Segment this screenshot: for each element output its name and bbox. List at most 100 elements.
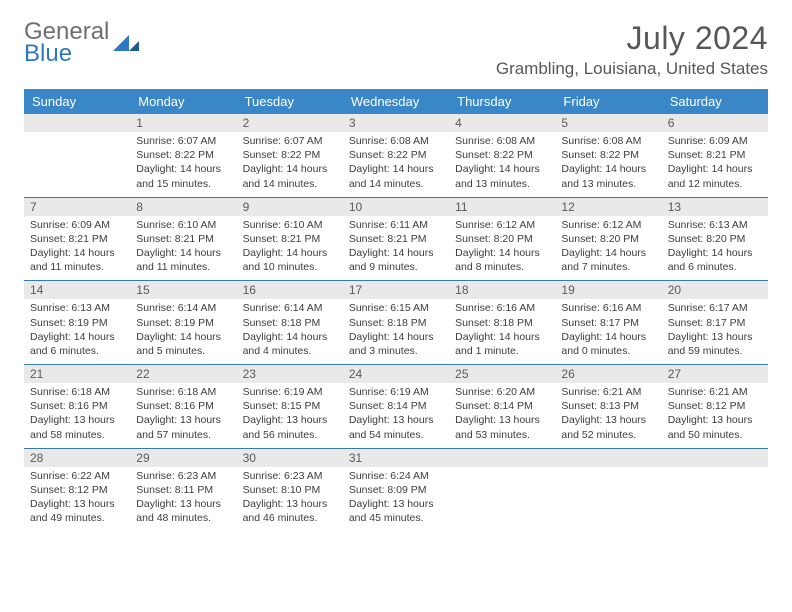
content-row: Sunrise: 6:07 AMSunset: 8:22 PMDaylight:… [24,132,768,197]
content-row: Sunrise: 6:13 AMSunset: 8:19 PM Daylight:… [24,299,768,364]
day-info-line: and 15 minutes. [136,177,230,191]
content-row: Sunrise: 6:22 AMSunset: 8:12 PMDaylight:… [24,467,768,532]
day-info-line: Sunrise: 6:23 AM [136,469,230,483]
day-info-line: and 12 minutes. [668,177,762,191]
day-cell [449,467,555,532]
location: Grambling, Louisiana, United States [496,59,768,79]
day-info-line: Daylight: 14 hours [349,330,443,344]
day-info-line: and 45 minutes. [349,511,443,525]
day-number: 9 [237,198,343,216]
day-number: 23 [237,365,343,383]
day-info-line: and 6 minutes. [30,344,124,358]
day-info-line: and 52 minutes. [561,428,655,442]
day-number: 6 [662,114,768,132]
day-info-line: Sunrise: 6:18 AM [136,385,230,399]
day-info-line: Sunset: 8:13 PM [561,399,655,413]
day-info-line: and 13 minutes. [561,177,655,191]
day-info-line: Daylight: 13 hours [668,330,762,344]
day-cell: Sunrise: 6:21 AMSunset: 8:12 PMDaylight:… [662,383,768,448]
day-info-line: Sunrise: 6:13 AM [30,301,124,315]
logo-word2: Blue [24,42,72,66]
week-block: 78910111213Sunrise: 6:09 AMSunset: 8:21 … [24,197,768,281]
day-info-line: Daylight: 14 hours [349,246,443,260]
day-info-line: Daylight: 14 hours [455,330,549,344]
day-info-line: and 9 minutes. [349,260,443,274]
day-cell: Sunrise: 6:13 AMSunset: 8:19 PMDaylight:… [24,299,130,364]
day-info-line: Sunrise: 6:08 AM [349,134,443,148]
day-info-line: Daylight: 13 hours [349,413,443,427]
week-block: 14151617181920Sunrise: 6:13 AMSunset: 8:… [24,280,768,364]
day-cell: Sunrise: 6:07 AMSunset: 8:22 PMDaylight:… [130,132,236,197]
day-info-line: Sunrise: 6:23 AM [243,469,337,483]
day-cell: Sunrise: 6:20 AMSunset: 8:14 PMDaylight:… [449,383,555,448]
day-info-line: Sunset: 8:16 PM [136,399,230,413]
day-info-line: and 11 minutes. [136,260,230,274]
day-info-line: Sunrise: 6:14 AM [243,301,337,315]
weekday-label: Saturday [662,89,768,114]
day-number: 31 [343,449,449,467]
day-number: 16 [237,281,343,299]
day-info-line: Sunset: 8:16 PM [30,399,124,413]
day-info-line: Sunrise: 6:07 AM [243,134,337,148]
day-cell: Sunrise: 6:08 AMSunset: 8:22 PMDaylight:… [555,132,661,197]
day-info-line: Sunrise: 6:12 AM [561,218,655,232]
weekday-label: Wednesday [343,89,449,114]
day-info-line: Sunrise: 6:18 AM [30,385,124,399]
day-info-line: Sunrise: 6:09 AM [30,218,124,232]
day-cell [662,467,768,532]
day-cell: Sunrise: 6:14 AMSunset: 8:18 PMDaylight:… [237,299,343,364]
day-number: 28 [24,449,130,467]
day-info-line: Sunrise: 6:15 AM [349,301,443,315]
day-info-line: Daylight: 14 hours [561,162,655,176]
day-cell: Sunrise: 6:15 AMSunset: 8:18 PMDaylight:… [343,299,449,364]
day-info-line: Sunrise: 6:12 AM [455,218,549,232]
day-info-line: Sunset: 8:21 PM [668,148,762,162]
day-number: 10 [343,198,449,216]
day-cell [24,132,130,197]
day-cell: Sunrise: 6:16 AMSunset: 8:17 PMDaylight:… [555,299,661,364]
day-number: 19 [555,281,661,299]
day-cell [555,467,661,532]
day-info-line: Sunrise: 6:20 AM [455,385,549,399]
daynum-row: 123456 [24,114,768,132]
day-cell: Sunrise: 6:17 AMSunset: 8:17 PMDaylight:… [662,299,768,364]
calendar: Sunday Monday Tuesday Wednesday Thursday… [24,89,768,531]
day-number: 15 [130,281,236,299]
day-info-line: Sunrise: 6:19 AM [243,385,337,399]
week-block: 28293031Sunrise: 6:22 AMSunset: 8:12 PMD… [24,448,768,532]
day-number [555,449,661,467]
day-info-line: Sunset: 8:22 PM [455,148,549,162]
day-info-line: Sunrise: 6:22 AM [30,469,124,483]
day-info-line: Sunset: 8:20 PM [668,232,762,246]
day-info-line: Daylight: 13 hours [136,413,230,427]
day-cell: Sunrise: 6:13 AMSunset: 8:20 PMDaylight:… [662,216,768,281]
day-info-line: Sunrise: 6:21 AM [561,385,655,399]
day-cell: Sunrise: 6:24 AMSunset: 8:09 PMDaylight:… [343,467,449,532]
day-info-line: Daylight: 14 hours [136,330,230,344]
day-info-line: Sunrise: 6:07 AM [136,134,230,148]
logo-mark-icon [113,33,141,57]
day-cell: Sunrise: 6:21 AMSunset: 8:13 PMDaylight:… [555,383,661,448]
day-info-line: and 1 minute. [455,344,549,358]
month-title: July 2024 [496,20,768,57]
day-info-line: Sunrise: 6:21 AM [668,385,762,399]
week-block: 123456Sunrise: 6:07 AMSunset: 8:22 PMDay… [24,114,768,197]
day-info-line: Sunset: 8:19 PM [30,316,124,330]
day-cell: Sunrise: 6:22 AMSunset: 8:12 PMDaylight:… [24,467,130,532]
day-info-line: and 13 minutes. [455,177,549,191]
day-info-line: Sunset: 8:22 PM [561,148,655,162]
day-info-line: Daylight: 14 hours [136,162,230,176]
day-info-line: and 46 minutes. [243,511,337,525]
day-info-line: Sunset: 8:12 PM [30,483,124,497]
content-row: Sunrise: 6:09 AMSunset: 8:21 PMDaylight:… [24,216,768,281]
daynum-row: 21222324252627 [24,365,768,383]
day-cell: Sunrise: 6:23 AMSunset: 8:11 PMDaylight:… [130,467,236,532]
day-info-line: and 54 minutes. [349,428,443,442]
day-info-line: and 48 minutes. [136,511,230,525]
daynum-row: 78910111213 [24,198,768,216]
day-cell: Sunrise: 6:08 AMSunset: 8:22 PMDaylight:… [343,132,449,197]
day-info-line: Daylight: 14 hours [561,330,655,344]
day-info-line: Daylight: 14 hours [668,162,762,176]
day-info-line: Daylight: 14 hours [561,246,655,260]
day-number: 7 [24,198,130,216]
